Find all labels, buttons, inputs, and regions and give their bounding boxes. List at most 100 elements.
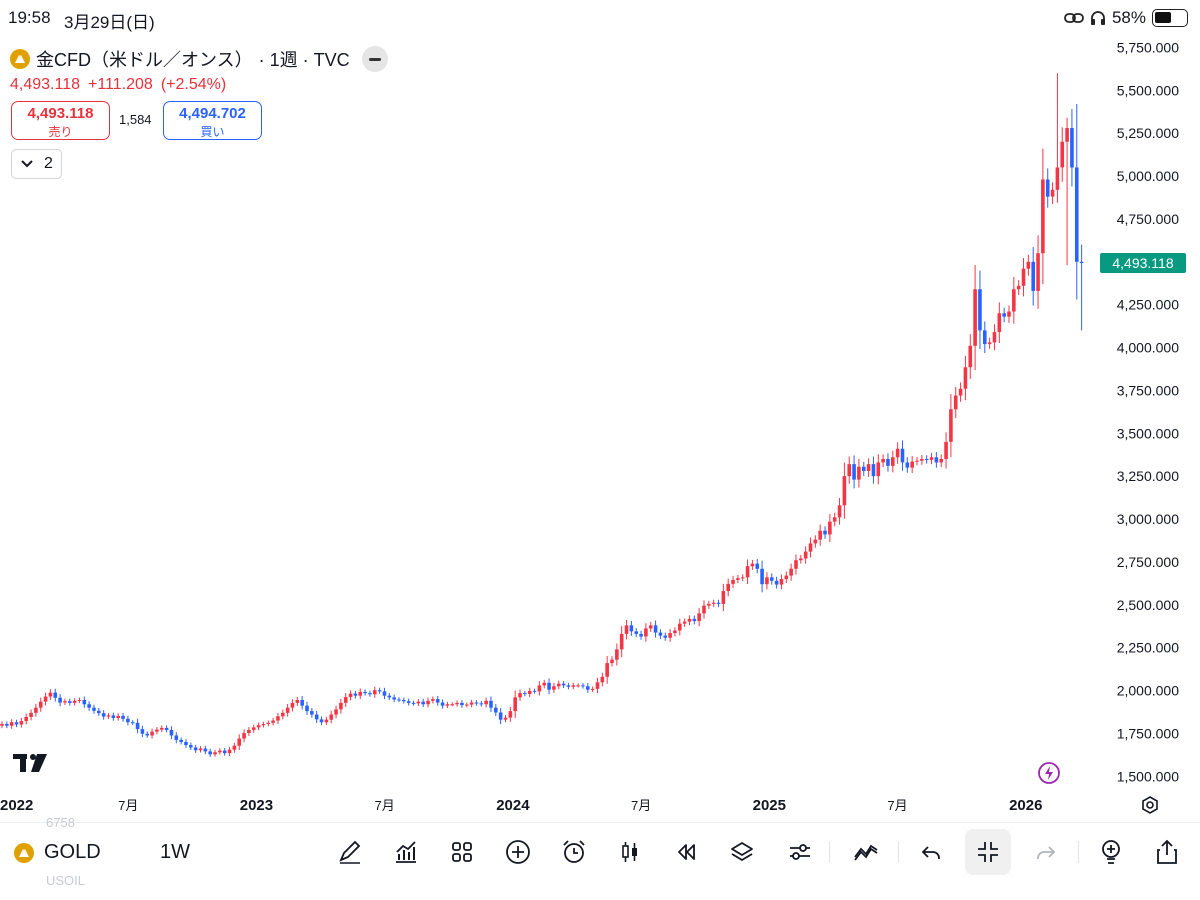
symbol-header[interactable]: 金CFD（米ドル／オンス） · 1週 · TVC bbox=[10, 46, 388, 72]
settings-button[interactable] bbox=[785, 837, 815, 867]
exit-fullscreen-button[interactable] bbox=[973, 837, 1003, 867]
candle-body bbox=[808, 543, 813, 552]
toolbar-symbol-button[interactable]: GOLD bbox=[14, 841, 101, 864]
redo-icon bbox=[1037, 846, 1056, 859]
candles-icon bbox=[622, 842, 637, 862]
tradingview-logo-icon[interactable] bbox=[13, 752, 51, 774]
y-tick-label: 3,250.000 bbox=[1117, 468, 1179, 484]
price-chart[interactable]: 1,500.000 1,750.000 2,000.000 2,250.000 2,50… bbox=[0, 36, 1200, 822]
candle-body bbox=[106, 715, 111, 717]
candle-body bbox=[949, 409, 953, 442]
candle-body bbox=[624, 625, 629, 634]
candle-body bbox=[973, 289, 977, 346]
candle-body bbox=[891, 457, 895, 466]
candle-body bbox=[280, 712, 285, 717]
candle-body bbox=[953, 395, 958, 410]
ghost-symbol-top: 6758 bbox=[46, 815, 75, 830]
indicators-icon bbox=[396, 841, 416, 863]
ideas-button[interactable] bbox=[1096, 837, 1126, 867]
candle-body bbox=[866, 464, 871, 472]
candle-body bbox=[266, 722, 271, 724]
collapse-icon bbox=[978, 842, 998, 862]
candle-body bbox=[648, 625, 653, 629]
chart-type-button[interactable] bbox=[615, 837, 645, 867]
candle-body bbox=[9, 722, 14, 726]
candle-body bbox=[576, 685, 580, 687]
candle-body bbox=[1007, 311, 1011, 317]
candle-body bbox=[769, 577, 774, 581]
candle-body bbox=[537, 685, 542, 692]
replay-button[interactable] bbox=[671, 837, 701, 867]
candle-body bbox=[368, 693, 372, 695]
symbol-meta: · 1週 · TVC bbox=[258, 50, 350, 70]
sell-label: 売り bbox=[48, 125, 73, 139]
pen-icon bbox=[339, 840, 361, 864]
candle-body bbox=[1031, 261, 1036, 291]
interval-button[interactable]: 1W bbox=[160, 841, 190, 863]
candle-body bbox=[828, 521, 832, 535]
candle-body bbox=[479, 703, 484, 705]
link-icon bbox=[1064, 13, 1084, 23]
candle-body bbox=[997, 313, 1002, 333]
headphones-icon bbox=[1090, 11, 1105, 25]
candle-body bbox=[900, 448, 905, 463]
candle-body bbox=[256, 725, 261, 728]
candle-body bbox=[750, 563, 755, 567]
drawing-tool-button[interactable] bbox=[335, 837, 365, 867]
candle-body bbox=[590, 688, 595, 690]
undo-button[interactable] bbox=[917, 837, 947, 867]
sell-button[interactable]: 4,493.118 売り bbox=[11, 101, 110, 140]
compare-lines-icon bbox=[854, 844, 878, 861]
candle-body bbox=[222, 750, 227, 754]
candle-body bbox=[605, 663, 609, 677]
candle-body bbox=[711, 602, 716, 604]
candle-body bbox=[232, 745, 237, 750]
candle-body bbox=[67, 701, 72, 703]
candle-body bbox=[276, 716, 280, 721]
candle-body bbox=[823, 530, 827, 535]
share-button[interactable] bbox=[1152, 837, 1182, 867]
home-indicator-area bbox=[0, 884, 1200, 900]
candle-body bbox=[111, 715, 116, 718]
candle-body bbox=[963, 367, 968, 389]
candle-body bbox=[653, 625, 658, 633]
candle-body bbox=[251, 727, 256, 730]
candle-body bbox=[852, 464, 856, 480]
indicators-button[interactable] bbox=[391, 837, 421, 867]
flash-icon[interactable] bbox=[1037, 761, 1061, 785]
undo-icon bbox=[921, 846, 940, 859]
candle-body bbox=[886, 459, 890, 466]
layers-button[interactable] bbox=[727, 837, 757, 867]
compare-button[interactable] bbox=[851, 837, 881, 867]
candle-body bbox=[348, 693, 353, 698]
candle-body bbox=[189, 745, 193, 748]
symbol-name[interactable]: 金CFD（米ドル／オンス） bbox=[36, 50, 253, 70]
minus-icon bbox=[368, 57, 381, 61]
alert-button[interactable] bbox=[559, 837, 589, 867]
layout-button[interactable] bbox=[447, 837, 477, 867]
x-tick-label: 2024 bbox=[496, 797, 530, 814]
y-tick-label: 4,250.000 bbox=[1117, 297, 1179, 313]
candle-body bbox=[285, 707, 290, 713]
candle-body bbox=[406, 701, 411, 703]
axis-settings-icon[interactable] bbox=[1140, 795, 1160, 815]
x-tick-label: 7月 bbox=[631, 798, 651, 813]
price-change-line: 4,493.118 +111.208 (+2.54%) bbox=[10, 76, 226, 94]
candle-body bbox=[363, 691, 367, 694]
candle-body bbox=[87, 704, 91, 708]
y-tick-label: 4,750.000 bbox=[1117, 211, 1179, 227]
collapse-button[interactable] bbox=[361, 46, 388, 72]
candle-body bbox=[484, 700, 488, 705]
indicators-toggle[interactable]: 2 bbox=[11, 149, 62, 179]
price-change-pct: (+2.54%) bbox=[160, 76, 227, 93]
candle-body bbox=[644, 628, 648, 637]
candle-body bbox=[455, 702, 459, 705]
redo-button[interactable] bbox=[1030, 837, 1060, 867]
buy-button[interactable]: 4,494.702 買い bbox=[163, 101, 262, 140]
candle-body bbox=[130, 722, 135, 724]
candle-body bbox=[377, 690, 382, 692]
candle-body bbox=[92, 707, 96, 711]
candle-body bbox=[939, 459, 944, 463]
add-button[interactable] bbox=[503, 837, 533, 867]
x-tick-label: 2022 bbox=[0, 797, 33, 814]
